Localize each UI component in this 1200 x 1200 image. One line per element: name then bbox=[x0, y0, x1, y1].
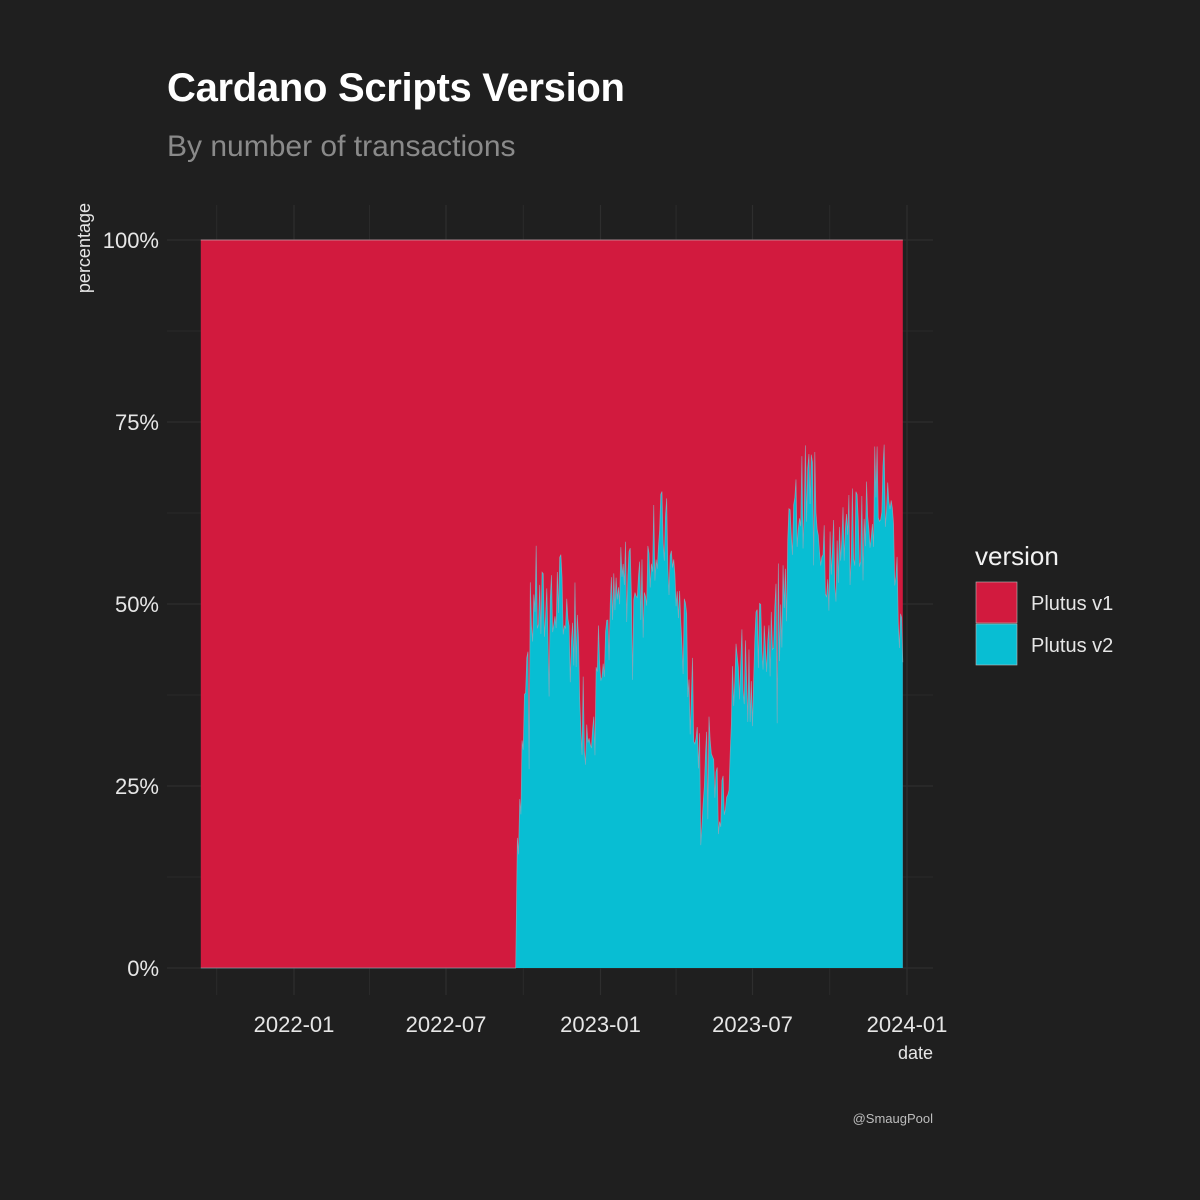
series-boundary-line bbox=[200, 444, 904, 969]
legend-label: Plutus v1 bbox=[1031, 593, 1113, 615]
x-tick-label: 2022-01 bbox=[254, 1012, 335, 1037]
x-tick-label: 2022-07 bbox=[406, 1012, 487, 1037]
chart-subtitle: By number of transactions bbox=[167, 130, 516, 163]
legend: version Plutus v1 Plutus v2 bbox=[975, 541, 1113, 666]
chart-caption: @SmaugPool bbox=[852, 1111, 933, 1126]
y-tick-labels: 0% 25% 50% 75% 100% bbox=[103, 228, 159, 981]
x-tick-label: 2023-07 bbox=[712, 1012, 793, 1037]
y-tick-label: 75% bbox=[115, 410, 159, 435]
chart-areas bbox=[200, 239, 904, 969]
y-axis-title: percentage bbox=[74, 203, 94, 293]
legend-swatch-plutus-v1 bbox=[975, 581, 1018, 624]
x-axis-title: date bbox=[898, 1043, 933, 1063]
chart-title: Cardano Scripts Version bbox=[167, 66, 625, 110]
y-tick-label: 50% bbox=[115, 592, 159, 617]
x-tick-labels: 2022-01 2022-07 2023-01 2023-07 2024-01 bbox=[254, 1012, 948, 1037]
x-tick-label: 2024-01 bbox=[867, 1012, 948, 1037]
x-tick-label: 2023-01 bbox=[560, 1012, 641, 1037]
y-tick-label: 100% bbox=[103, 228, 159, 253]
legend-title: version bbox=[975, 541, 1059, 571]
y-tick-label: 0% bbox=[127, 956, 159, 981]
area-plutus-v2 bbox=[200, 444, 903, 968]
legend-label: Plutus v2 bbox=[1031, 635, 1113, 657]
legend-swatch-plutus-v2 bbox=[975, 623, 1018, 666]
y-tick-label: 25% bbox=[115, 774, 159, 799]
